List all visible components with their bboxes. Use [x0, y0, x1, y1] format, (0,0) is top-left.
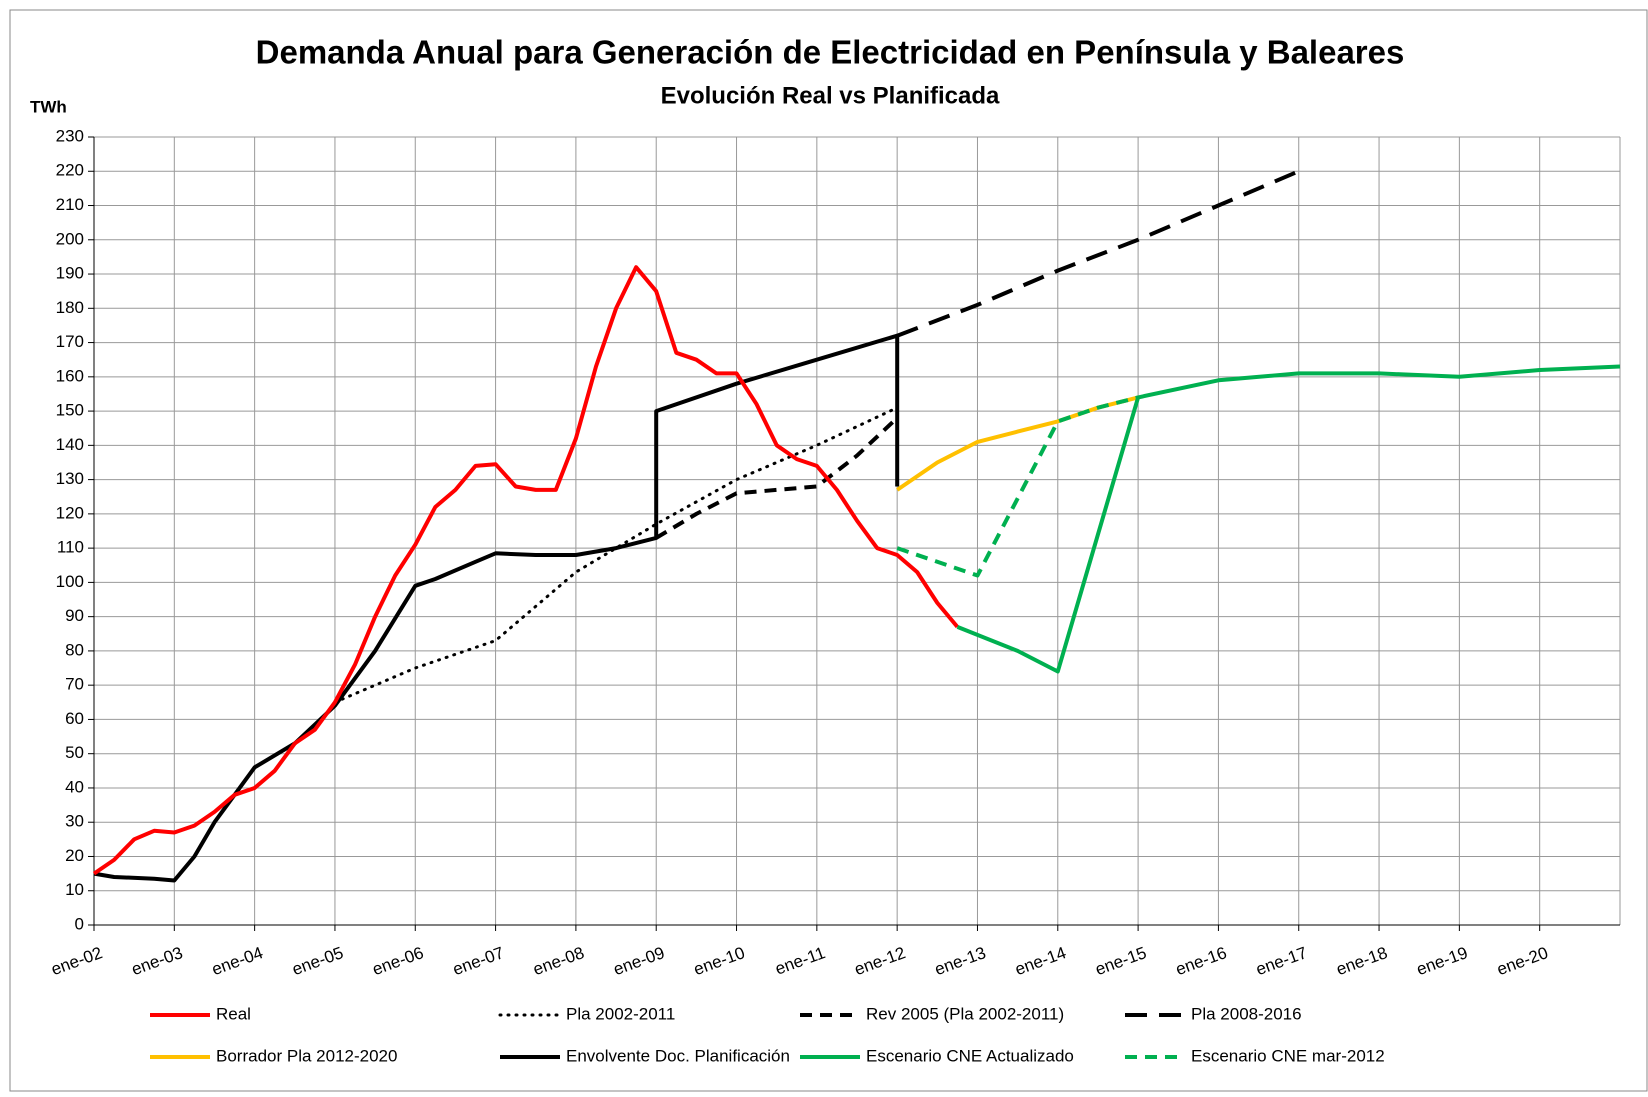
y-tick-label: 70: [65, 675, 84, 694]
y-tick-label: 120: [56, 503, 84, 522]
y-tick-label: 10: [65, 880, 84, 899]
y-tick-label: 20: [65, 846, 84, 865]
y-tick-label: 150: [56, 401, 84, 420]
y-axis-label: TWh: [30, 97, 67, 116]
legend-label: Pla 2002-2011: [566, 1004, 675, 1023]
y-tick-label: 220: [56, 161, 84, 180]
y-tick-label: 200: [56, 229, 84, 248]
y-tick-label: 180: [56, 298, 84, 317]
legend-label: Envolvente Doc. Planificación: [566, 1046, 790, 1065]
y-tick-label: 30: [65, 812, 84, 831]
chart-subtitle: Evolución Real vs Planificada: [661, 82, 1000, 109]
chart-frame: [9, 9, 1648, 1092]
legend-label: Pla 2008-2016: [1191, 1004, 1302, 1023]
y-tick-label: 230: [56, 126, 84, 145]
series-line: [92, 265, 959, 876]
y-tick-label: 140: [56, 435, 84, 454]
y-tick-label: 130: [56, 469, 84, 488]
y-tick-label: 100: [56, 572, 84, 591]
legend-label: Borrador Pla 2012-2020: [216, 1046, 397, 1065]
legend-label: Real: [216, 1004, 251, 1023]
legend-label: Escenario CNE Actualizado: [866, 1046, 1074, 1065]
y-tick-label: 0: [75, 914, 84, 933]
y-tick-label: 90: [65, 606, 84, 625]
series-line: [93, 333, 900, 883]
y-tick-label: 110: [57, 538, 84, 557]
chart-title: Demanda Anual para Generación de Electri…: [256, 34, 1405, 71]
y-tick-label: 160: [56, 366, 84, 385]
series-line: [896, 169, 1300, 338]
series-line: [956, 364, 1621, 674]
y-tick-label: 190: [56, 264, 84, 283]
legend-label: Escenario CNE mar-2012: [1191, 1046, 1385, 1065]
series-line: [333, 406, 899, 704]
y-tick-label: 170: [56, 332, 84, 351]
legend-label: Rev 2005 (Pla 2002-2011): [866, 1004, 1064, 1023]
series-line: [655, 416, 899, 540]
y-tick-label: 60: [65, 709, 84, 728]
y-tick-label: 210: [56, 195, 84, 214]
y-tick-label: 80: [65, 640, 84, 659]
y-tick-label: 40: [65, 777, 84, 796]
y-tick-label: 50: [65, 743, 84, 762]
